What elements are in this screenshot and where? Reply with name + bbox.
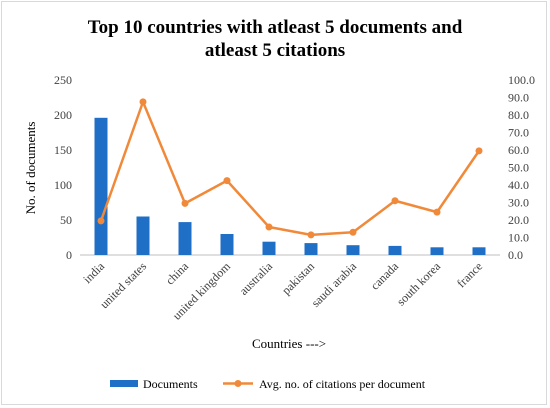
bar-documents: [262, 241, 276, 255]
bar-documents: [94, 117, 108, 255]
line-avg-citations: [99, 100, 481, 237]
x-tick-label: pakistan: [279, 259, 317, 297]
bar-documents: [346, 245, 360, 255]
legend-swatch-citations-marker: [234, 380, 242, 387]
x-tick-label: south korea: [394, 259, 444, 309]
left-y-tick-labels: 0 50 100 150 200 250: [54, 73, 72, 262]
left-y-tick-label: 50: [60, 213, 72, 227]
point-avg-citations: [181, 199, 189, 207]
left-y-tick-label: 0: [66, 248, 72, 262]
bar-documents: [430, 247, 444, 255]
x-tick-label: australia: [236, 259, 275, 298]
x-tick-label: china: [163, 259, 192, 288]
right-y-tick-label: 90.0: [508, 91, 529, 105]
x-tick-label: india: [80, 259, 107, 286]
legend: Documents Avg. no. of citations per docu…: [110, 377, 426, 391]
chart-title-line-2: atleast 5 citations: [205, 40, 345, 61]
legend-label-documents: Documents: [143, 377, 198, 391]
right-y-tick-label: 0.0: [508, 248, 523, 262]
point-avg-citations: [433, 208, 441, 216]
chart-title: Top 10 countries with atleast 5 document…: [88, 17, 463, 61]
chart-title-line-1: Top 10 countries with atleast 5 document…: [88, 17, 463, 38]
left-y-tick-label: 100: [54, 178, 72, 192]
right-y-tick-label: 70.0: [508, 126, 529, 140]
point-avg-citations: [391, 197, 399, 205]
x-tick-label: united states: [97, 259, 149, 311]
point-avg-citations: [97, 217, 105, 225]
bar-documents: [304, 243, 318, 255]
right-y-tick-label: 50.0: [508, 161, 529, 175]
point-avg-citations: [223, 177, 231, 185]
left-y-tick-label: 150: [54, 143, 72, 157]
point-avg-citations: [307, 231, 315, 239]
x-tick-label: france: [454, 259, 485, 290]
right-y-tick-label: 30.0: [508, 196, 529, 210]
right-y-tick-label: 10.0: [508, 231, 529, 245]
right-y-tick-labels: 0.0 10.0 20.0 30.0 40.0 50.0 60.0 70.0 80.0 90.0 1…: [508, 73, 535, 262]
right-y-tick-label: 100.0: [508, 73, 535, 87]
point-avg-citations: [349, 228, 357, 236]
x-tick-label: canada: [368, 259, 402, 293]
bars: [94, 117, 486, 255]
bar-documents: [220, 234, 234, 255]
legend-swatch-documents: [110, 380, 138, 387]
right-y-tick-label: 20.0: [508, 213, 529, 227]
x-axis-title: Countries --->: [252, 336, 326, 351]
bar-documents: [178, 222, 192, 255]
point-avg-citations: [265, 223, 273, 231]
x-tick-label: saudi arabia: [308, 259, 359, 310]
point-avg-citations: [475, 147, 483, 155]
right-y-tick-label: 60.0: [508, 143, 529, 157]
left-y-tick-label: 200: [54, 108, 72, 122]
left-y-tick-label: 250: [54, 73, 72, 87]
bar-documents: [472, 247, 486, 255]
right-y-tick-label: 80.0: [508, 108, 529, 122]
bar-documents: [136, 216, 150, 255]
point-avg-citations: [139, 98, 147, 106]
line-series: [97, 98, 483, 239]
right-y-tick-label: 40.0: [508, 178, 529, 192]
bar-documents: [388, 245, 402, 255]
y-axis-title: No. of documents: [23, 122, 38, 215]
legend-label-citations: Avg. no. of citations per document: [259, 377, 426, 391]
